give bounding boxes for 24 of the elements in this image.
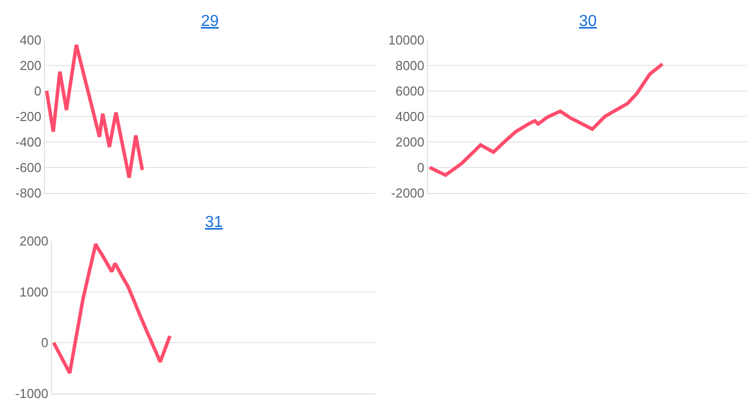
y-tick-label: 10000	[388, 32, 424, 48]
y-tick-label: 6000	[395, 83, 424, 98]
y-tick-label: 2000	[19, 234, 48, 249]
line-series	[52, 242, 172, 375]
y-tick-label: 400	[20, 32, 42, 48]
y-tick-label: -2000	[391, 186, 424, 201]
y-tick-label: -200	[15, 108, 42, 124]
y-tick-label: 2000	[395, 134, 424, 150]
line-series	[45, 43, 144, 180]
y-tick-label: 0	[41, 335, 48, 350]
y-tick-label: 8000	[395, 58, 424, 73]
chart-title: 29	[201, 13, 219, 30]
y-tick-label: 4000	[395, 108, 424, 124]
y-tick-label: 1000	[19, 284, 48, 300]
y-tick-label: -1000	[15, 386, 48, 401]
y-tick-label: 200	[20, 58, 42, 73]
line-series	[428, 62, 664, 177]
chart-title: 31	[205, 214, 223, 231]
y-tick-label: 0	[34, 83, 42, 98]
y-tick-label: -600	[15, 160, 42, 175]
y-tick-label: 0	[417, 160, 424, 175]
chart-title: 30	[579, 13, 597, 30]
y-tick-label: -400	[15, 134, 42, 150]
y-tick-label: -800	[15, 186, 42, 201]
